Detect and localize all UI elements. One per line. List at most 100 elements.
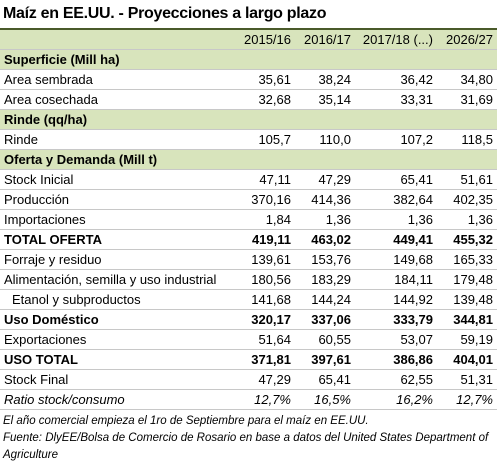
row-label: Rinde xyxy=(0,129,235,150)
data-row: Area cosechada 32,68 35,14 33,31 31,69 xyxy=(0,89,497,110)
data-row: Stock Final 47,29 65,41 62,55 51,31 xyxy=(0,369,497,390)
data-row: TOTAL OFERTA 419,11 463,02 449,41 455,32 xyxy=(0,229,497,250)
row-label: Area sembrada xyxy=(0,69,235,90)
row-label: Alimentación, semilla y uso industrial xyxy=(0,269,235,290)
value-cell: 105,7 xyxy=(235,129,295,150)
column-header: 2017/18 (...) xyxy=(355,29,437,50)
data-row: Exportaciones 51,64 60,55 53,07 59,19 xyxy=(0,329,497,350)
value-cell: 33,31 xyxy=(355,89,437,110)
value-cell: 449,41 xyxy=(355,229,437,250)
value-cell: 463,02 xyxy=(295,229,355,250)
row-label: Uso Doméstico xyxy=(0,309,235,330)
value-cell: 1,36 xyxy=(295,209,355,230)
value-cell: 382,64 xyxy=(355,189,437,210)
value-cell: 12,7% xyxy=(437,389,497,410)
data-row: Alimentación, semilla y uso industrial 18… xyxy=(0,269,497,290)
value-cell: 118,5 xyxy=(437,129,497,150)
row-label: Area cosechada xyxy=(0,89,235,110)
value-cell: 51,31 xyxy=(437,369,497,390)
data-row: Stock Inicial 47,11 47,29 65,41 51,61 xyxy=(0,169,497,190)
value-cell: 139,61 xyxy=(235,249,295,270)
section-row: Superficie (Mill ha) xyxy=(0,49,497,70)
value-cell: 1,36 xyxy=(355,209,437,230)
value-cell: 65,41 xyxy=(355,169,437,190)
value-cell: 180,56 xyxy=(235,269,295,290)
data-row: Etanol y subproductos 141,68 144,24 144,92 1… xyxy=(0,289,497,310)
value-cell: 144,92 xyxy=(355,289,437,310)
value-cell: 36,42 xyxy=(355,69,437,90)
row-label: Stock Final xyxy=(0,369,235,390)
row-label: Exportaciones xyxy=(0,329,235,350)
value-cell: 1,36 xyxy=(437,209,497,230)
value-cell: 183,29 xyxy=(295,269,355,290)
value-cell: 165,33 xyxy=(437,249,497,270)
value-cell: 47,11 xyxy=(235,169,295,190)
value-cell: 51,61 xyxy=(437,169,497,190)
value-cell: 333,79 xyxy=(355,309,437,330)
data-row: Uso Doméstico 320,17 337,06 333,79 344,81 xyxy=(0,309,497,330)
value-cell: 386,86 xyxy=(355,349,437,370)
value-cell: 38,24 xyxy=(295,69,355,90)
value-cell: 455,32 xyxy=(437,229,497,250)
value-cell: 149,68 xyxy=(355,249,437,270)
table-body: 2015/16 2016/17 2017/18 (...) 2026/27 Superf… xyxy=(0,29,497,410)
value-cell: 397,61 xyxy=(295,349,355,370)
value-cell: 419,11 xyxy=(235,229,295,250)
value-cell: 370,16 xyxy=(235,189,295,210)
value-cell: 139,48 xyxy=(437,289,497,310)
value-cell: 110,0 xyxy=(295,129,355,150)
section-row: Oferta y Demanda (Mill t) xyxy=(0,149,497,170)
value-cell: 404,01 xyxy=(437,349,497,370)
value-cell: 107,2 xyxy=(355,129,437,150)
data-row: Producción 370,16 414,36 382,64 402,35 xyxy=(0,189,497,210)
value-cell: 153,76 xyxy=(295,249,355,270)
value-cell: 12,7% xyxy=(235,389,295,410)
data-table: 2015/16 2016/17 2017/18 (...) 2026/27 Superf… xyxy=(0,28,497,410)
value-cell: 414,36 xyxy=(295,189,355,210)
data-row: Rinde 105,7 110,0 107,2 118,5 xyxy=(0,129,497,150)
value-cell: 62,55 xyxy=(355,369,437,390)
note: Fuente: DlyEE/Bolsa de Comercio de Rosar… xyxy=(3,432,489,461)
value-cell: 65,41 xyxy=(295,369,355,390)
value-cell: 51,64 xyxy=(235,329,295,350)
note: El año comercial empieza el 1ro de Septi… xyxy=(3,415,369,427)
value-cell: 179,48 xyxy=(437,269,497,290)
row-label: Etanol y subproductos xyxy=(0,289,235,310)
value-cell: 35,14 xyxy=(295,89,355,110)
value-cell: 53,07 xyxy=(355,329,437,350)
value-cell: 47,29 xyxy=(235,369,295,390)
value-cell: 16,2% xyxy=(355,389,437,410)
column-header: 2016/17 xyxy=(295,29,355,50)
value-cell: 344,81 xyxy=(437,309,497,330)
value-cell: 35,61 xyxy=(235,69,295,90)
value-cell: 144,24 xyxy=(295,289,355,310)
column-header: 2015/16 xyxy=(235,29,295,50)
value-cell: 402,35 xyxy=(437,189,497,210)
row-label: Producción xyxy=(0,189,235,210)
value-cell: 1,84 xyxy=(235,209,295,230)
header-row: 2015/16 2016/17 2017/18 (...) 2026/27 xyxy=(0,29,497,50)
row-label: Forraje y residuo xyxy=(0,249,235,270)
value-cell: 60,55 xyxy=(295,329,355,350)
row-label: TOTAL OFERTA xyxy=(0,229,235,250)
data-row: Forraje y residuo 139,61 153,76 149,68 165,3… xyxy=(0,249,497,270)
row-label: Stock Inicial xyxy=(0,169,235,190)
section-title: Rinde (qq/ha) xyxy=(0,109,497,130)
column-header: 2026/27 xyxy=(437,29,497,50)
value-cell: 16,5% xyxy=(295,389,355,410)
value-cell: 320,17 xyxy=(235,309,295,330)
value-cell: 337,06 xyxy=(295,309,355,330)
value-cell: 34,80 xyxy=(437,69,497,90)
value-cell: 47,29 xyxy=(295,169,355,190)
data-row: Ratio stock/consumo 12,7% 16,5% 16,2% 12,7% xyxy=(0,389,497,410)
row-label: Importaciones xyxy=(0,209,235,230)
section-row: Rinde (qq/ha) xyxy=(0,109,497,130)
value-cell: 31,69 xyxy=(437,89,497,110)
value-cell: 184,11 xyxy=(355,269,437,290)
value-cell: 141,68 xyxy=(235,289,295,310)
row-label: USO TOTAL xyxy=(0,349,235,370)
value-cell: 371,81 xyxy=(235,349,295,370)
header-cell xyxy=(0,29,235,50)
section-title: Superficie (Mill ha) xyxy=(0,49,497,70)
